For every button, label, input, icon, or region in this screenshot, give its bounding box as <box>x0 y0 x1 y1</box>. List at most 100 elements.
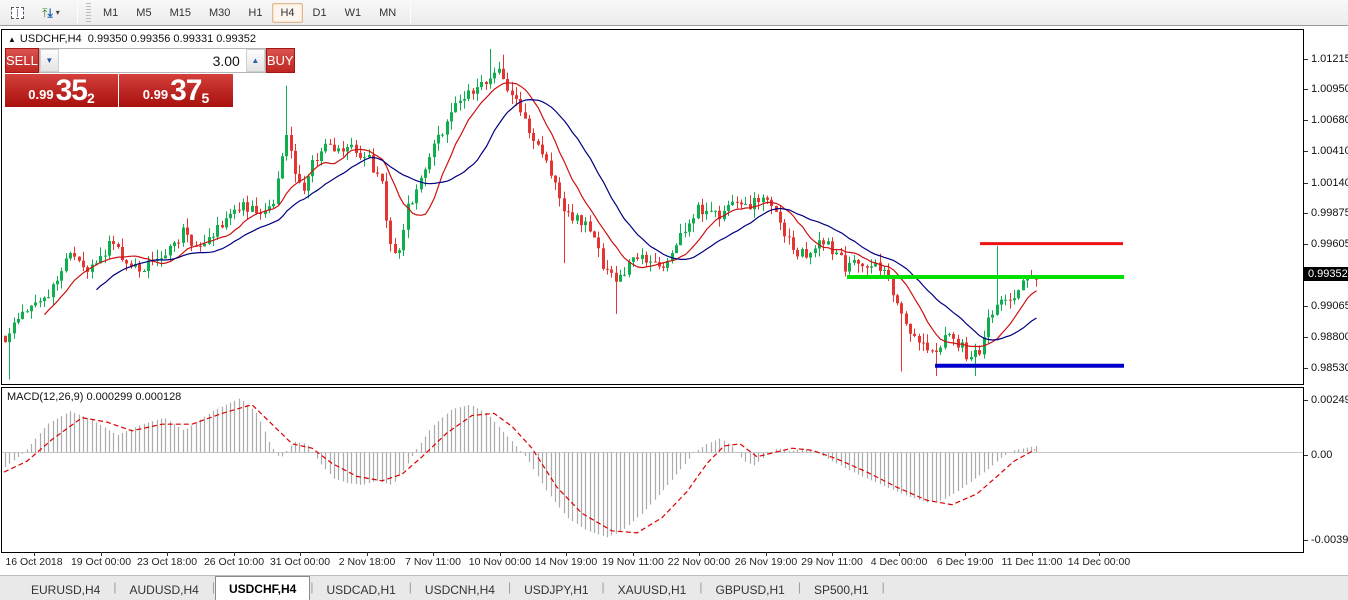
tab-separator: | <box>113 580 117 594</box>
buy-price-big: 37 <box>170 74 202 107</box>
price-pane[interactable]: ▲ USDCHF,H4 0.99350 0.99356 0.99331 0.993… <box>1 29 1304 385</box>
chart-tab-xauusd-h1[interactable]: XAUUSD,H1 <box>617 582 687 597</box>
volume-decrease-button[interactable]: ▼ <box>39 49 59 72</box>
buy-quote-panel[interactable]: 0.99 37 5 <box>119 74 233 107</box>
dropdown-caret-icon: ▾ <box>55 8 60 17</box>
timeframe-group: M1 M5 M15 M30 H1 H4 D1 W1 MN <box>94 2 405 23</box>
collapse-arrow-icon[interactable]: ▲ <box>8 35 16 44</box>
volume-box: ▼ ▲ <box>38 48 266 73</box>
price-tick-label: 0.99875 <box>1311 207 1348 220</box>
date-axis[interactable]: 16 Oct 2018 19 Oct 00:00 23 Oct 18:00 26 Oc… <box>1 552 1304 571</box>
axis-tick <box>1304 151 1308 153</box>
price-tick-label: 0.99065 <box>1311 300 1348 313</box>
date-axis-tick <box>500 552 501 556</box>
date-axis-tick <box>832 552 833 556</box>
chart-tab-usdjpy-h1[interactable]: USDJPY,H1 <box>524 582 589 597</box>
price-scale[interactable]: 1.01215 1.00950 1.00680 1.00410 1.00140 0.998… <box>1304 29 1348 575</box>
chart-tab-bar: EURUSD,H4 | AUDUSD,H4 | USDCHF,H4 | USDCAD,H1 |… <box>0 575 1348 600</box>
date-axis-tick <box>965 552 966 556</box>
tab-separator: | <box>310 580 314 594</box>
buy-price-sup: 5 <box>201 90 210 106</box>
candlestick-chart[interactable] <box>2 30 1303 384</box>
tab-separator: | <box>211 580 215 594</box>
tab-separator: | <box>408 580 412 594</box>
timeframe-button-m1[interactable]: M1 <box>103 6 119 19</box>
date-axis-label: 19 Oct 00:00 <box>70 556 132 568</box>
date-axis-label: 10 Nov 00:00 <box>468 556 532 568</box>
volume-increase-button[interactable]: ▲ <box>245 49 265 72</box>
price-tick-label: 1.00410 <box>1311 145 1348 158</box>
macd-chart <box>2 398 1303 538</box>
chart-tab-usdcad-h1[interactable]: USDCAD,H1 <box>326 582 396 597</box>
top-toolbar: ⤒⤓ ▾ M1 M5 M15 M30 H1 H4 D1 W1 MN <box>0 0 1348 26</box>
macd-pane[interactable]: MACD(12,26,9) 0.000299 0.000128 <box>1 387 1304 553</box>
chart-tab-usdcnh-h4[interactable]: USDCNH,H4 <box>424 582 495 597</box>
date-axis-tick <box>433 552 434 556</box>
chart-title: ▲ USDCHF,H4 0.99350 0.99356 0.99331 0.993… <box>8 33 256 45</box>
chart-window-button[interactable] <box>5 2 29 24</box>
date-axis-tick <box>234 552 235 556</box>
timeframe-button-w1[interactable]: W1 <box>344 6 362 19</box>
date-axis-label: 19 Nov 11:00 <box>602 556 664 568</box>
date-axis-label: 22 Nov 00:00 <box>667 556 731 568</box>
axis-tick <box>1304 182 1308 184</box>
chart-body: ▲ USDCHF,H4 0.99350 0.99356 0.99331 0.993… <box>1 29 1304 571</box>
toolbar-grip[interactable] <box>86 2 91 23</box>
axis-tick <box>1304 89 1308 91</box>
macd-title: MACD(12,26,9) 0.000299 0.000128 <box>7 391 181 403</box>
date-axis-label: 29 Nov 11:00 <box>801 556 863 568</box>
date-axis-label: 31 Oct 00:00 <box>269 556 331 568</box>
date-axis-tick <box>633 552 634 556</box>
sell-price-big: 35 <box>55 74 88 107</box>
price-tick-label: 0.98800 <box>1311 330 1348 343</box>
axis-tick <box>1304 244 1308 246</box>
date-axis-tick <box>699 552 700 556</box>
timeframe-button-m5[interactable]: M5 <box>136 6 152 19</box>
date-axis-label: 26 Oct 10:00 <box>203 556 265 568</box>
tab-separator: | <box>507 580 512 594</box>
axis-tick <box>1304 213 1308 215</box>
macd-tick-label: -0.003913 <box>1311 533 1348 546</box>
buy-button[interactable]: BUY <box>265 48 295 73</box>
date-axis-tick <box>300 552 301 556</box>
date-axis-tick <box>167 552 168 556</box>
price-tick-label: 1.00680 <box>1311 114 1348 127</box>
timeframe-button-d1[interactable]: D1 <box>312 6 327 19</box>
tab-separator: | <box>881 580 885 594</box>
date-axis-label: 26 Nov 19:00 <box>734 556 798 568</box>
sell-quote-panel[interactable]: 0.99 35 2 <box>5 74 119 107</box>
macd-values: 0.000299 0.000128 <box>86 391 182 403</box>
timeframe-button-m15[interactable]: M15 <box>169 6 191 19</box>
timeframe-button-h4[interactable]: H4 <box>272 2 303 23</box>
chart-tab-usdchf-h4[interactable]: USDCHF,H4 <box>214 576 311 600</box>
date-axis-tick <box>566 552 567 556</box>
axis-tick <box>1304 539 1308 541</box>
ohlc-values: 0.99350 0.99356 0.99331 0.99352 <box>87 33 256 45</box>
arrange-charts-button[interactable]: ⤒⤓ ▾ <box>31 2 71 24</box>
axis-tick <box>1304 454 1308 456</box>
chart-tab-gbpusd-h1[interactable]: GBPUSD,H1 <box>715 582 785 597</box>
date-axis-tick <box>766 552 767 556</box>
macd-label: MACD(12,26,9) <box>7 391 84 403</box>
tab-separator: | <box>699 580 703 594</box>
sell-button[interactable]: SELL <box>5 48 39 73</box>
chart-tab-sp500-h1[interactable]: SP500,H1 <box>813 582 869 597</box>
date-axis-tick <box>1032 552 1033 556</box>
pane-separator[interactable] <box>1 385 1304 387</box>
chart-tab-audusd-h4[interactable]: AUDUSD,H4 <box>129 582 199 597</box>
macd-tick-label: 0.002492 <box>1311 394 1348 407</box>
timeframe-button-h1[interactable]: H1 <box>248 6 263 19</box>
price-tick-label: 1.00140 <box>1311 176 1348 189</box>
toolbar-separator <box>77 2 78 23</box>
timeframe-button-mn[interactable]: MN <box>379 6 397 19</box>
sell-price-small: 0.99 <box>28 87 54 102</box>
price-tick-label: 1.00950 <box>1311 83 1348 96</box>
timeframe-button-m30[interactable]: M30 <box>208 6 231 19</box>
date-axis-tick <box>34 552 35 556</box>
chart-tab-eurusd-h4[interactable]: EURUSD,H4 <box>31 582 101 597</box>
axis-tick <box>1304 368 1308 369</box>
tab-separator: | <box>797 580 801 594</box>
date-axis-label: 16 Oct 2018 <box>5 556 63 568</box>
volume-input[interactable] <box>58 49 246 72</box>
